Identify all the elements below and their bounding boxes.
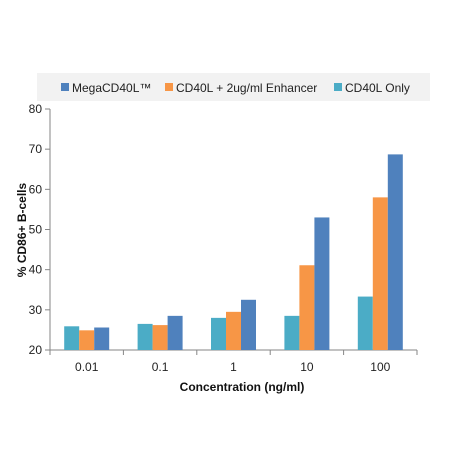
y-tick-label: 60 <box>29 182 43 196</box>
bars <box>64 154 403 350</box>
x-tick-label: 0.1 <box>152 360 169 374</box>
x-tick-label: 10 <box>300 360 314 374</box>
x-tick-label: 0.01 <box>75 360 99 374</box>
x-axis-title: Concentration (ng/ml) <box>180 380 305 394</box>
bar <box>94 327 110 350</box>
legend-swatch <box>165 83 173 91</box>
legend-label: MegaCD40L™ <box>72 81 151 95</box>
bar <box>372 197 388 350</box>
legend-label: CD40L Only <box>345 81 410 95</box>
bar <box>167 315 183 350</box>
legend: MegaCD40L™ CD40L + 2ug/ml Enhancer CD40L O… <box>37 73 430 101</box>
bar <box>357 296 373 350</box>
x-axis: 0.01 0.1 1 10 100 <box>49 349 418 374</box>
x-tick-label: 1 <box>230 360 237 374</box>
legend-box <box>37 73 430 101</box>
bar <box>299 265 315 350</box>
y-tick-label: 70 <box>29 142 43 156</box>
y-axis: 20 30 40 50 60 70 80 <box>29 102 51 357</box>
legend-swatch <box>334 83 342 91</box>
bar <box>284 315 300 350</box>
bar <box>226 311 241 350</box>
y-tick-label: 20 <box>29 343 43 357</box>
y-tick-label: 50 <box>29 223 43 237</box>
y-tick-label: 80 <box>29 102 43 116</box>
bar <box>241 299 256 350</box>
bar <box>137 323 153 350</box>
legend-swatch <box>61 83 69 91</box>
bar <box>314 217 330 350</box>
bar <box>64 326 80 350</box>
y-tick-label: 30 <box>29 303 43 317</box>
bar <box>387 154 403 350</box>
x-tick-label: 100 <box>370 360 390 374</box>
bar <box>152 325 168 350</box>
y-tick-label: 40 <box>29 263 43 277</box>
y-axis-title: % CD86+ B-cells <box>15 182 29 277</box>
legend-label: CD40L + 2ug/ml Enhancer <box>176 81 317 95</box>
bar <box>211 317 226 350</box>
bar <box>79 330 95 350</box>
